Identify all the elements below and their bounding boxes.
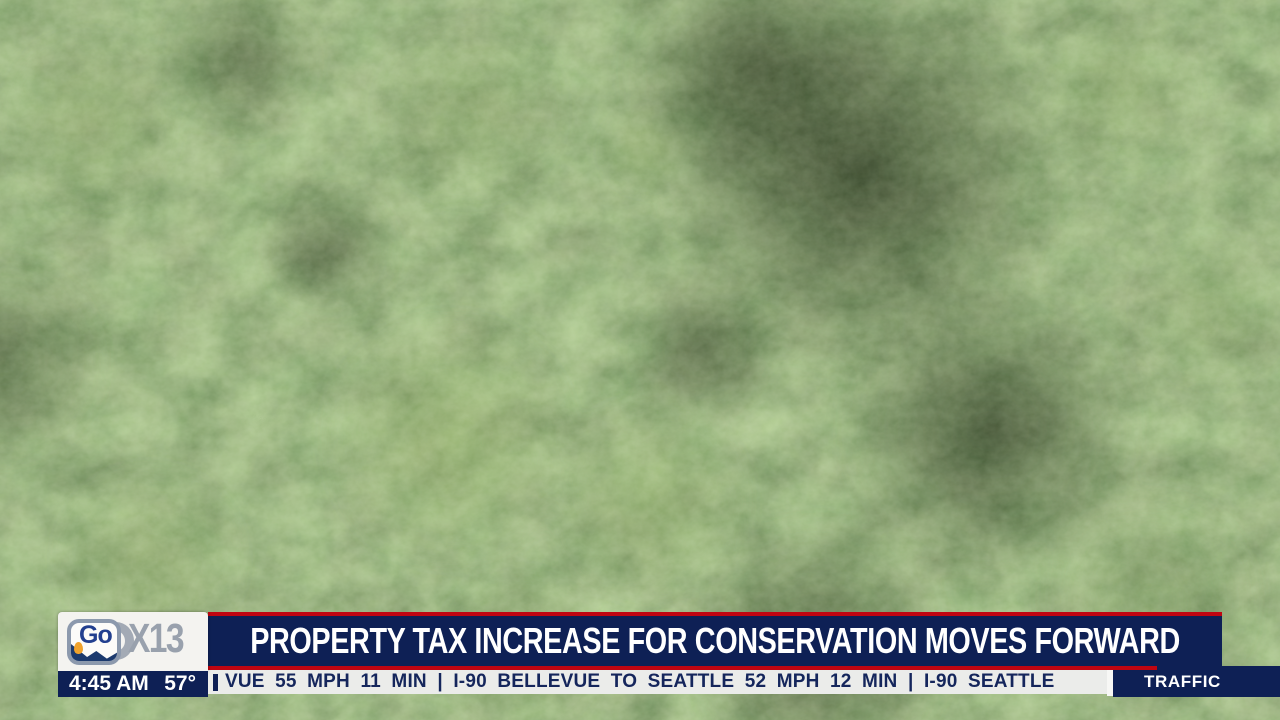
headline-banner: PROPERTY TAX INCREASE FOR CONSERVATION M… bbox=[208, 612, 1222, 666]
headline-text: PROPERTY TAX INCREASE FOR CONSERVATION M… bbox=[250, 620, 1180, 661]
go-badge-label: Go bbox=[79, 621, 113, 649]
go-app-badge-icon: Go bbox=[67, 619, 121, 665]
clock-time: 4:45 AM bbox=[69, 672, 149, 695]
temperature: 57° bbox=[164, 672, 196, 695]
ticker-separator bbox=[1107, 670, 1113, 696]
traffic-ticker: VUE 55 MPH 11 MIN | I-90 BELLEVUE TO SEA… bbox=[208, 670, 1107, 694]
ticker-accent-line bbox=[208, 666, 1157, 670]
flame-icon bbox=[74, 642, 83, 654]
time-temperature-bar: 4:45 AM 57° bbox=[58, 671, 208, 697]
traffic-label-box: TRAFFIC bbox=[1113, 666, 1280, 697]
channel-number: X13 bbox=[128, 615, 185, 661]
station-logo: Go X13 bbox=[58, 612, 208, 671]
traffic-label: TRAFFIC bbox=[1144, 671, 1221, 691]
banner-body: PROPERTY TAX INCREASE FOR CONSERVATION M… bbox=[208, 616, 1222, 666]
ticker-clipped-letter bbox=[213, 673, 218, 691]
ticker-text: VUE 55 MPH 11 MIN | I-90 BELLEVUE TO SEA… bbox=[225, 671, 1055, 692]
banner-accent-line bbox=[208, 612, 1222, 616]
